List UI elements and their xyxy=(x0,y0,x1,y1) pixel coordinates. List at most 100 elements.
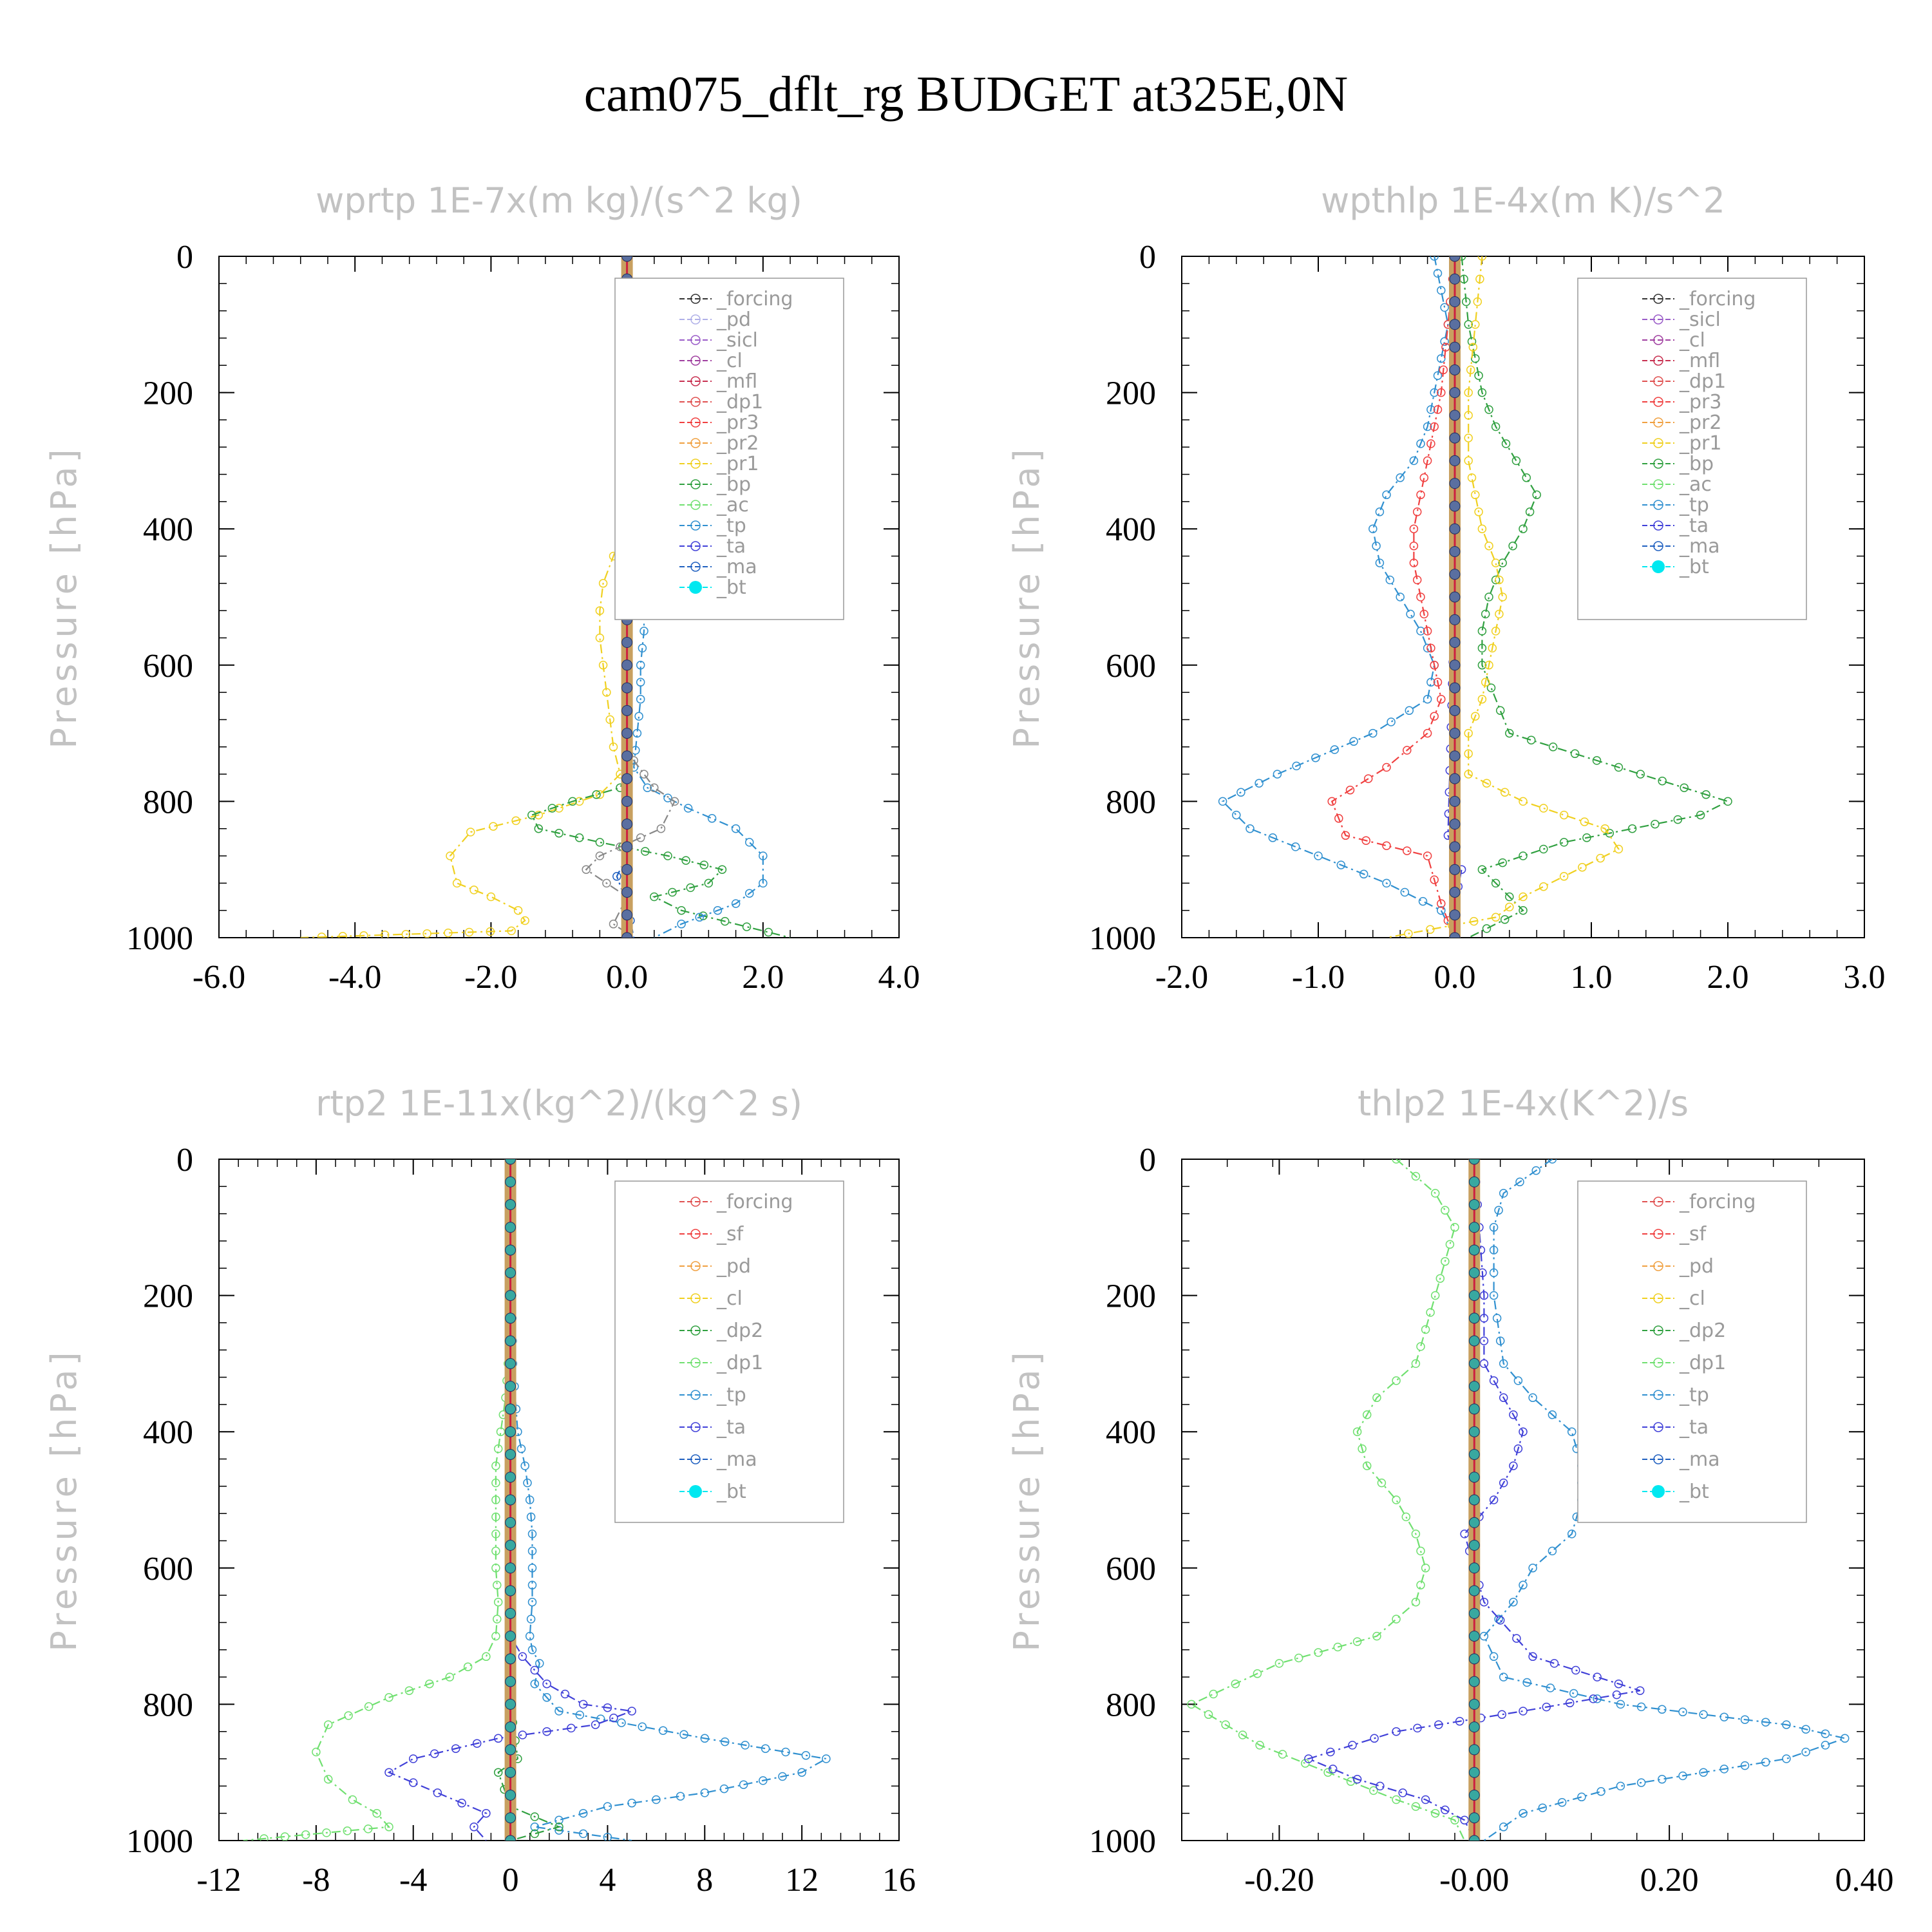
legend-swatch-marker xyxy=(1653,1422,1663,1432)
series-point-tp xyxy=(527,1546,537,1556)
legend-swatch-marker xyxy=(1653,541,1663,551)
series-point-tp xyxy=(1382,878,1391,888)
series-point-tp xyxy=(1359,869,1368,879)
zero-series-marker xyxy=(1468,1812,1480,1824)
series-point-ac xyxy=(1294,1653,1303,1663)
legend-entry: _ta xyxy=(716,1416,746,1439)
series-point-pr1 xyxy=(1495,609,1504,619)
series-point-tp xyxy=(1437,354,1446,363)
zero-series-marker xyxy=(1468,1448,1480,1460)
series-point-tp xyxy=(1821,1741,1830,1750)
series-point-ac xyxy=(445,1672,455,1681)
series-point-bp xyxy=(1680,783,1689,792)
series-point-bp xyxy=(699,860,709,869)
zero-series-marker xyxy=(505,1335,516,1347)
zero-series-marker xyxy=(1449,273,1461,285)
series-point-tp xyxy=(1761,1718,1770,1727)
series-point-tp xyxy=(1499,1359,1508,1368)
series-point-ac xyxy=(260,1834,269,1841)
zero-series-marker xyxy=(1468,1766,1480,1778)
legend-entry: _pr2 xyxy=(1679,412,1721,434)
series-point-tp xyxy=(1433,269,1443,278)
series-point-tp xyxy=(1522,1678,1531,1687)
legend-entry: _pd xyxy=(716,308,751,331)
series-point-pr1 xyxy=(1559,872,1569,881)
legend-swatch-marker xyxy=(1653,397,1663,407)
y-tick-label: 1000 xyxy=(126,1823,193,1860)
zero-series-marker xyxy=(1468,1540,1480,1551)
series-point-pr1 xyxy=(1505,902,1514,912)
series-point-pr1 xyxy=(422,929,431,938)
series-point-bp xyxy=(1532,490,1541,500)
series-point-bp xyxy=(1505,728,1514,738)
series-point-ac xyxy=(1441,1206,1450,1215)
x-tick-label: 4.0 xyxy=(878,959,920,996)
series-point-bp xyxy=(1525,507,1535,516)
zero-series-marker xyxy=(621,864,633,875)
legend-entry: _pr3 xyxy=(1679,391,1721,413)
series-point-ta xyxy=(1421,1795,1430,1804)
series-point-pr1 xyxy=(380,931,390,938)
series-point-bp xyxy=(1539,844,1548,854)
zero-series-marker xyxy=(505,1267,516,1278)
series-point-ac xyxy=(491,1495,500,1504)
series-point-bp xyxy=(1467,337,1477,346)
series-point-ac xyxy=(1314,1648,1323,1657)
series-point-tp xyxy=(741,1741,750,1750)
series-line-ta xyxy=(387,1159,632,1841)
zero-series-marker xyxy=(505,1585,516,1596)
series-point-tp xyxy=(1255,779,1264,788)
zero-series-marker xyxy=(505,1653,516,1665)
series-point-bp xyxy=(1495,706,1505,715)
series-point-ac xyxy=(482,1652,491,1662)
series-point-bp xyxy=(704,878,714,888)
legend-entry: _pr3 xyxy=(716,412,759,434)
series-point-tp xyxy=(663,793,672,802)
legend-entry: _tp xyxy=(1679,494,1709,516)
series-point-pr3 xyxy=(1403,846,1412,855)
series-point-ac xyxy=(404,1686,414,1695)
series-point-ac xyxy=(1441,1256,1450,1266)
series-point-ac xyxy=(343,1826,352,1835)
zero-series-marker xyxy=(1468,1653,1480,1665)
x-tick-label: 2.0 xyxy=(742,959,784,996)
series-point-tp xyxy=(1528,1393,1537,1403)
series-point-tp xyxy=(759,1776,768,1785)
series-point-tp xyxy=(530,1823,540,1832)
series-point-ta xyxy=(567,1723,576,1733)
zero-series-marker xyxy=(1449,432,1461,444)
series-point-pr1 xyxy=(1477,524,1487,533)
series-point-pr1 xyxy=(1495,575,1504,585)
series-point-ta xyxy=(560,1689,570,1699)
y-tick-label: 400 xyxy=(1106,1414,1156,1451)
series-point-pr1 xyxy=(507,926,516,936)
series-point-tp xyxy=(1538,1803,1548,1812)
series-point-ac xyxy=(496,1427,506,1436)
legend-entry: _sf xyxy=(716,1223,744,1245)
series-point-tp xyxy=(1273,770,1282,779)
series-point-ac xyxy=(323,1775,333,1784)
zero-series-marker xyxy=(505,1562,516,1574)
series-point-tp xyxy=(1577,1792,1586,1802)
series-point-tp xyxy=(1375,507,1385,516)
zero-series-marker xyxy=(1449,387,1461,399)
legend-entry: _forcing xyxy=(716,1191,793,1213)
series-point-bp xyxy=(1477,865,1487,874)
zero-series-marker xyxy=(1468,1290,1480,1302)
series-point-bp xyxy=(592,790,601,799)
legend-entry: _forcing xyxy=(1679,1191,1756,1213)
series-point-bp xyxy=(641,847,650,856)
series-point-ta xyxy=(609,1713,618,1723)
series-point-tp xyxy=(1567,1427,1577,1436)
series-point-pr3 xyxy=(1433,405,1443,414)
series-point-pr3 xyxy=(1433,677,1443,687)
series-point-bp xyxy=(1548,743,1558,752)
series-point-ac xyxy=(1430,1291,1440,1300)
series-line-pr1 xyxy=(1386,256,1620,938)
series-point-ta xyxy=(542,1679,551,1689)
y-tick-label: 600 xyxy=(143,648,193,685)
zero-series-marker xyxy=(505,1472,516,1483)
legend-swatch-marker xyxy=(690,335,701,345)
legend-entry: _ma xyxy=(716,556,757,578)
